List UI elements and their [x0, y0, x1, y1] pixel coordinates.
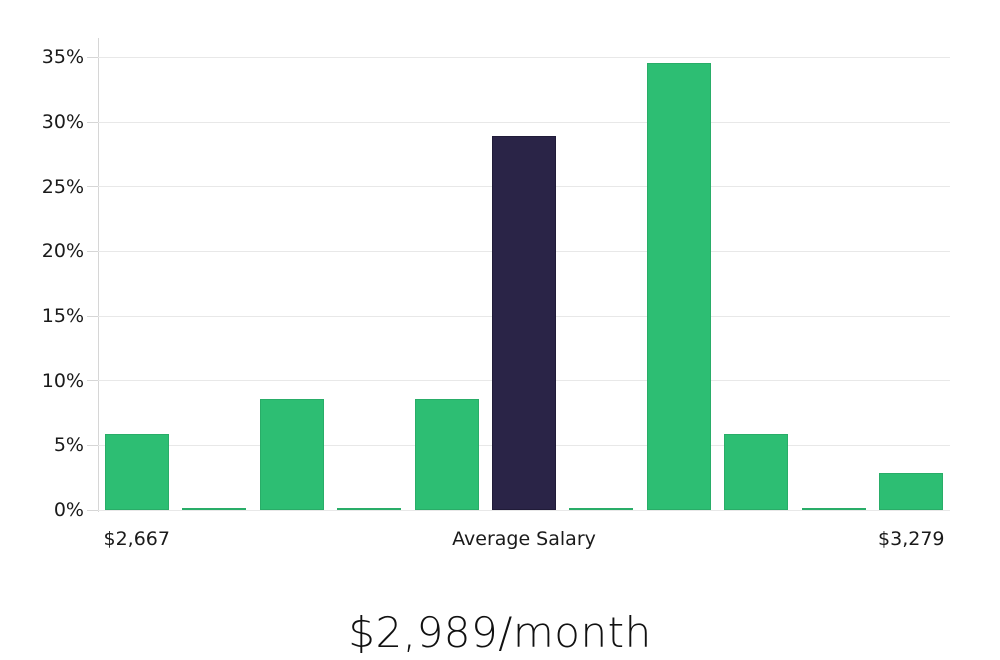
x-axis-label: Average Salary [452, 528, 596, 550]
distribution-bar[interactable] [879, 472, 944, 510]
y-axis-tick [87, 444, 98, 446]
y-axis-tick [87, 315, 98, 317]
y-tick-label: 35% [41, 46, 84, 69]
y-axis-tick [87, 509, 98, 511]
distribution-bar[interactable] [182, 508, 247, 510]
distribution-bar[interactable] [801, 508, 866, 510]
y-tick-label: 20% [41, 240, 84, 263]
plot-area [98, 38, 950, 511]
y-tick-label: 25% [41, 175, 84, 198]
y-axis-tick [87, 250, 98, 252]
y-tick-label: 5% [53, 434, 84, 457]
average-salary-bar[interactable] [492, 136, 556, 510]
gridline-35% [98, 56, 950, 58]
distribution-bar[interactable] [724, 433, 789, 510]
distribution-bar[interactable] [646, 62, 711, 510]
y-axis-tick [87, 380, 98, 382]
average-salary-title: $2,989/month [348, 608, 652, 657]
distribution-bar[interactable] [414, 398, 479, 510]
x-axis-label: $2,667 [103, 528, 170, 550]
y-axis-tick [87, 121, 98, 123]
gridline-0% [98, 509, 950, 511]
y-axis-tick [87, 186, 98, 188]
y-tick-label: 10% [41, 369, 84, 392]
y-tick-label: 15% [41, 305, 84, 328]
gridline-30% [98, 121, 950, 123]
y-axis-tick [87, 56, 98, 58]
distribution-bar[interactable] [104, 433, 169, 510]
y-tick-label: 30% [41, 111, 84, 134]
x-axis-label: $3,279 [878, 528, 945, 550]
distribution-bar[interactable] [259, 398, 324, 510]
distribution-bar[interactable] [337, 508, 402, 510]
distribution-bar[interactable] [569, 508, 634, 510]
y-tick-label: 0% [53, 499, 84, 521]
y-axis-line [98, 38, 99, 512]
